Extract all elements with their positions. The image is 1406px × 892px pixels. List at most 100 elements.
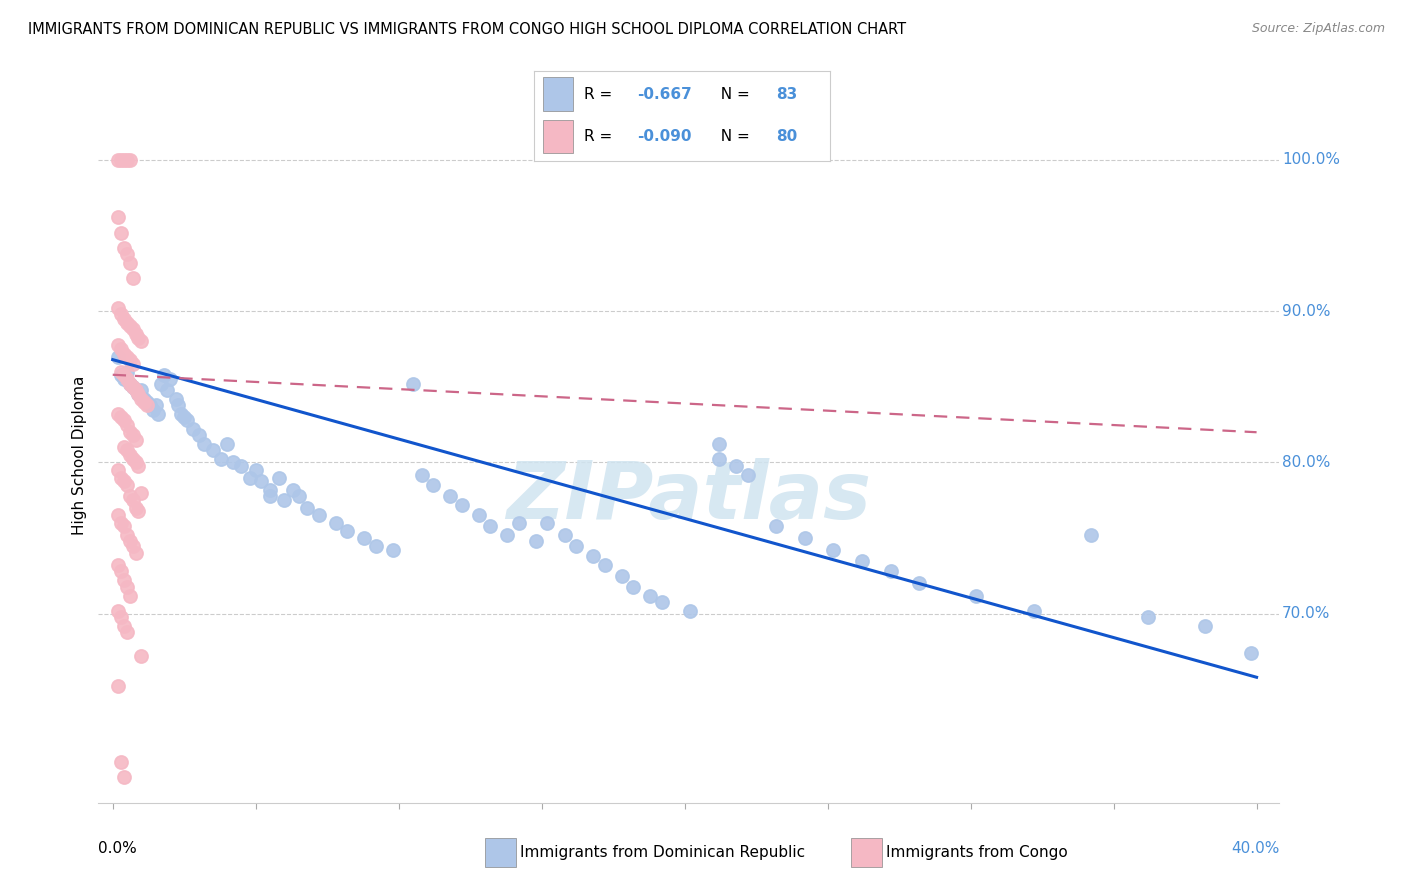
- Point: [115, 246, 138, 260]
- Point: [107, 558, 129, 573]
- Point: [127, 458, 149, 473]
- Text: R =: R =: [585, 87, 617, 102]
- Point: [250, 474, 273, 488]
- Point: [508, 516, 530, 530]
- Point: [110, 153, 132, 167]
- Point: [127, 504, 149, 518]
- Point: [295, 500, 318, 515]
- Text: N =: N =: [711, 87, 755, 102]
- Point: [121, 428, 143, 442]
- Point: [201, 443, 224, 458]
- Point: [851, 554, 873, 568]
- Point: [707, 437, 730, 451]
- Point: [217, 437, 239, 451]
- Point: [118, 352, 141, 367]
- Point: [118, 376, 141, 391]
- Point: [823, 543, 845, 558]
- Point: [115, 528, 138, 542]
- Point: [124, 433, 146, 447]
- Text: 0.0%: 0.0%: [98, 841, 138, 856]
- Point: [110, 755, 132, 769]
- Point: [150, 376, 173, 391]
- Text: R =: R =: [585, 129, 617, 144]
- Point: [231, 458, 253, 473]
- Text: ZIPatlas: ZIPatlas: [506, 458, 872, 536]
- Point: [450, 498, 472, 512]
- Point: [115, 478, 138, 492]
- Point: [115, 372, 138, 386]
- Point: [222, 455, 245, 469]
- Point: [148, 407, 170, 421]
- Point: [131, 383, 153, 397]
- Point: [112, 474, 135, 488]
- Point: [118, 589, 141, 603]
- Point: [118, 153, 141, 167]
- Point: [110, 307, 132, 321]
- Point: [879, 565, 901, 579]
- Point: [1022, 604, 1045, 618]
- Point: [115, 350, 138, 364]
- Text: Source: ZipAtlas.com: Source: ZipAtlas.com: [1251, 22, 1385, 36]
- Point: [124, 455, 146, 469]
- Point: [181, 422, 204, 436]
- Point: [118, 534, 141, 549]
- Point: [156, 383, 179, 397]
- Y-axis label: High School Diploma: High School Diploma: [72, 376, 87, 534]
- Point: [582, 549, 605, 564]
- Point: [110, 368, 132, 382]
- Point: [131, 392, 153, 406]
- Point: [118, 376, 141, 391]
- Point: [127, 387, 149, 401]
- Point: [121, 271, 143, 285]
- Point: [131, 334, 153, 349]
- Point: [115, 443, 138, 458]
- Point: [593, 558, 616, 573]
- Point: [1080, 528, 1102, 542]
- Point: [127, 331, 149, 345]
- Point: [308, 508, 330, 523]
- Point: [121, 493, 143, 508]
- Point: [536, 516, 558, 530]
- Text: -0.667: -0.667: [638, 87, 692, 102]
- Point: [707, 452, 730, 467]
- Point: [1194, 619, 1216, 633]
- Point: [1136, 609, 1159, 624]
- Point: [173, 410, 195, 425]
- Point: [621, 580, 644, 594]
- Point: [107, 350, 129, 364]
- Point: [131, 485, 153, 500]
- Point: [245, 463, 267, 477]
- Bar: [543, 77, 572, 111]
- Point: [259, 489, 281, 503]
- Point: [381, 543, 404, 558]
- Text: -0.090: -0.090: [638, 129, 692, 144]
- Text: Immigrants from Congo: Immigrants from Congo: [886, 846, 1067, 860]
- Point: [121, 452, 143, 467]
- Point: [127, 387, 149, 401]
- Point: [124, 546, 146, 560]
- Text: 80: 80: [776, 129, 797, 144]
- Point: [115, 316, 138, 330]
- Point: [121, 357, 143, 371]
- Point: [107, 153, 129, 167]
- Point: [110, 565, 132, 579]
- Point: [107, 301, 129, 316]
- Point: [136, 395, 159, 409]
- Point: [112, 413, 135, 427]
- Point: [134, 392, 156, 406]
- Point: [136, 398, 159, 412]
- Point: [176, 413, 198, 427]
- Point: [336, 524, 359, 538]
- Point: [112, 519, 135, 533]
- Point: [107, 679, 129, 693]
- Point: [118, 256, 141, 270]
- Point: [422, 478, 444, 492]
- Point: [908, 576, 931, 591]
- Point: [112, 241, 135, 255]
- Text: 100.0%: 100.0%: [1282, 153, 1340, 168]
- Point: [170, 407, 193, 421]
- Point: [110, 470, 132, 484]
- Point: [118, 425, 141, 440]
- Point: [139, 398, 162, 412]
- Point: [565, 539, 588, 553]
